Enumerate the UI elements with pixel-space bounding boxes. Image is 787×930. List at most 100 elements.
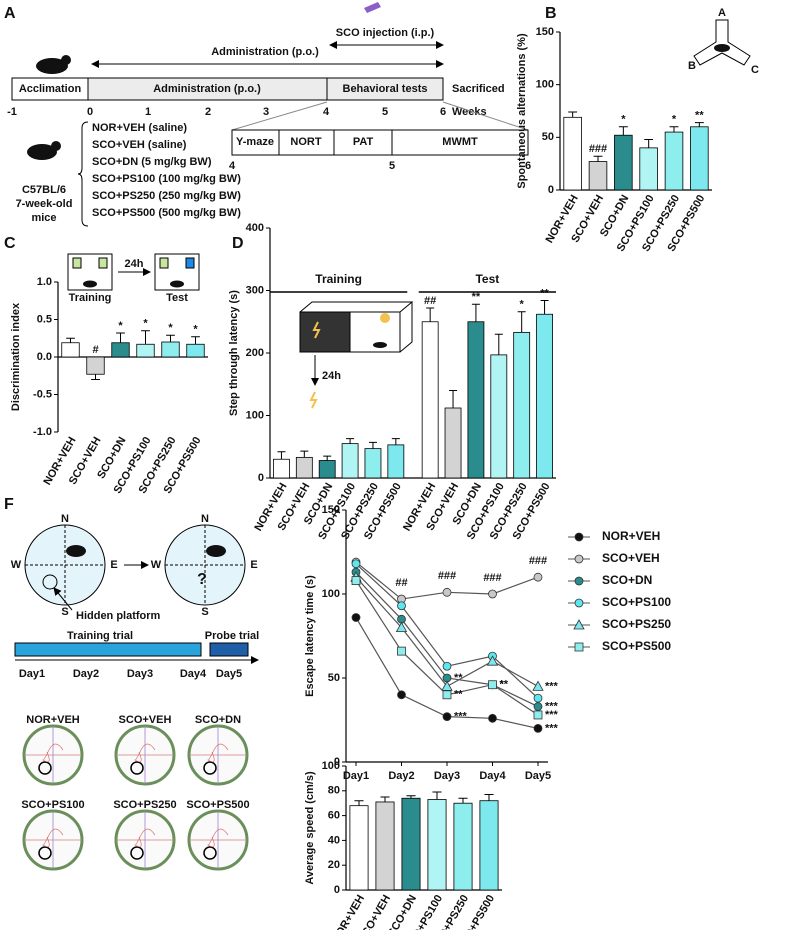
y-tick-label: 100 bbox=[246, 409, 264, 421]
bar bbox=[444, 407, 462, 479]
y-tick-label: 80 bbox=[328, 785, 340, 797]
marker bbox=[351, 559, 361, 569]
day-label: Day4 bbox=[180, 668, 207, 680]
swim-path bbox=[207, 743, 229, 763]
significance: ### bbox=[438, 570, 456, 582]
legend-label: SCO+DN bbox=[602, 573, 652, 587]
arm-label: A bbox=[718, 7, 726, 19]
marker bbox=[488, 713, 497, 723]
nort-scheme: Training 24h Test bbox=[67, 253, 200, 304]
day-label: Day1 bbox=[19, 668, 45, 680]
platform-label: Hidden platform bbox=[76, 610, 161, 622]
arm-label: B bbox=[688, 60, 696, 72]
significance: *** bbox=[545, 709, 559, 721]
y-tick-label: 0.0 bbox=[37, 351, 52, 363]
x-tick-label: Day3 bbox=[434, 770, 460, 782]
error-bar bbox=[406, 795, 416, 799]
track-images: NOR+VEH SCO+VEH SCO+DN SCO+PS100 SCO+PS250 SC… bbox=[21, 714, 250, 871]
y-tick-label: -0.5 bbox=[33, 388, 52, 400]
error-bar bbox=[116, 332, 125, 343]
marker bbox=[397, 646, 406, 656]
significance: ### bbox=[589, 143, 607, 155]
error-bar bbox=[669, 126, 679, 133]
marker bbox=[488, 589, 497, 599]
swim-path bbox=[42, 743, 64, 763]
bar bbox=[136, 343, 155, 358]
syringe-icon bbox=[364, 2, 381, 13]
marker bbox=[351, 613, 361, 622]
error-bar bbox=[540, 300, 549, 315]
y-tick-label: 300 bbox=[246, 284, 264, 296]
track-label: SCO+PS500 bbox=[186, 799, 249, 811]
platform bbox=[38, 846, 52, 860]
marker bbox=[442, 712, 452, 722]
significance: ** bbox=[454, 689, 463, 701]
marker bbox=[442, 587, 452, 597]
bar bbox=[427, 799, 447, 891]
weeks-label: Weeks bbox=[452, 106, 487, 118]
y-tick-label: 50 bbox=[542, 131, 554, 143]
swim-path bbox=[207, 828, 229, 848]
bar bbox=[639, 147, 658, 191]
platform bbox=[130, 846, 144, 860]
significance: ** bbox=[695, 109, 704, 121]
test-label: PAT bbox=[353, 136, 374, 148]
mice-label: C57BL/6 bbox=[22, 184, 66, 196]
bar bbox=[341, 443, 359, 479]
test-label: Y-maze bbox=[236, 136, 274, 148]
panel-label: C bbox=[4, 235, 16, 252]
group-label: SCO+PS500 (500 mg/kg BW) bbox=[92, 207, 241, 219]
segment-label: Acclimation bbox=[19, 83, 82, 95]
direction: N bbox=[201, 513, 209, 525]
bar bbox=[401, 797, 421, 891]
marker bbox=[574, 598, 584, 608]
error-bar bbox=[644, 138, 654, 148]
segment-label: Behavioral tests bbox=[343, 83, 428, 95]
timeline: SCO injection (i.p.) Administration (p.o… bbox=[7, 2, 531, 227]
week-tick: 5 bbox=[382, 106, 388, 118]
mouse-icon bbox=[27, 144, 57, 160]
legend-label: NOR+VEH bbox=[602, 529, 660, 543]
week-tick: 1 bbox=[145, 106, 151, 118]
error-bar bbox=[618, 126, 628, 136]
legend-label: SCO+PS500 bbox=[602, 639, 671, 653]
group-label: Test bbox=[475, 272, 499, 286]
sacrificed-label: Sacrificed bbox=[452, 83, 505, 95]
significance: *** bbox=[545, 722, 559, 734]
bar bbox=[467, 321, 485, 479]
swim-path bbox=[134, 828, 156, 848]
swim-path bbox=[134, 743, 156, 763]
error-bar bbox=[391, 438, 400, 445]
group-label: SCO+PS100 (100 mg/kg BW) bbox=[92, 173, 241, 185]
bar bbox=[387, 444, 405, 479]
error-bar bbox=[300, 450, 309, 458]
y-tick-label: 100 bbox=[536, 79, 554, 91]
direction: W bbox=[11, 559, 22, 571]
track-label: SCO+PS100 bbox=[21, 799, 84, 811]
day-label: Day3 bbox=[127, 668, 153, 680]
bar bbox=[318, 460, 336, 479]
group-label: Training bbox=[315, 272, 362, 286]
test-label: NORT bbox=[290, 136, 321, 148]
bar bbox=[61, 342, 80, 358]
zoom-line bbox=[231, 101, 328, 131]
marker bbox=[488, 680, 497, 690]
bar bbox=[295, 456, 313, 479]
test-week: 5 bbox=[389, 160, 395, 172]
error-bar bbox=[449, 390, 458, 408]
marker bbox=[395, 621, 408, 632]
error-bar bbox=[471, 303, 480, 322]
week-tick: 6 bbox=[440, 106, 446, 118]
direction: E bbox=[250, 559, 257, 571]
bar bbox=[453, 802, 473, 891]
significance: *** bbox=[545, 680, 559, 692]
marker bbox=[442, 690, 452, 700]
ymaze-icon: A B C bbox=[688, 7, 759, 76]
bar bbox=[364, 448, 382, 479]
significance: ** bbox=[540, 287, 549, 299]
y-axis-label: Average speed (cm/s) bbox=[304, 771, 316, 885]
bar bbox=[479, 800, 499, 891]
group-label: SCO+DN (5 mg/kg BW) bbox=[92, 156, 212, 168]
error-bar bbox=[426, 307, 435, 322]
direction: S bbox=[61, 606, 68, 618]
